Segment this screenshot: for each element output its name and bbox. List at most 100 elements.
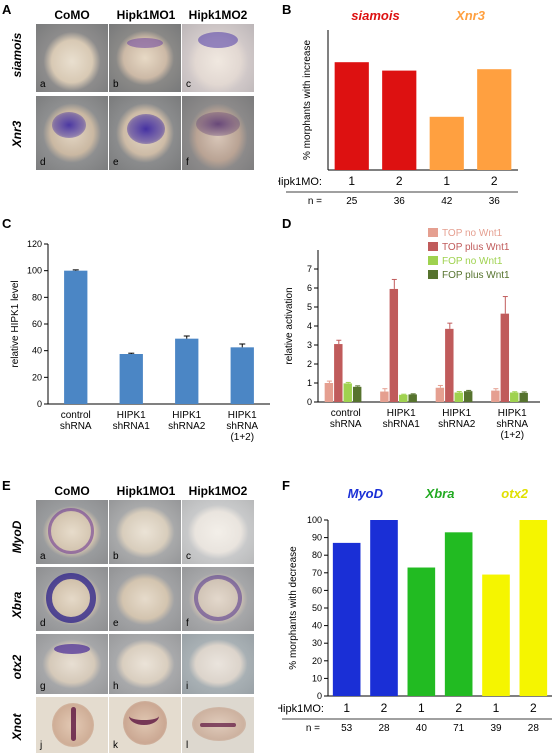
- d-y-tick: 3: [307, 340, 312, 350]
- panel-e-sublabel-c: c: [186, 551, 191, 562]
- panel-a-embryo-image-d: d: [36, 96, 108, 170]
- f-x-tick: 2: [455, 701, 462, 715]
- panel-a-row-siamois: siamois: [10, 32, 24, 78]
- b-n-value: 36: [489, 196, 501, 207]
- c-bar: [230, 347, 254, 404]
- d-bar: [389, 288, 399, 402]
- panel-e-embryo-image-c: c: [182, 500, 254, 564]
- b-x-tick: 1: [348, 174, 355, 188]
- panel-a-sublabel-e: e: [113, 157, 119, 168]
- d-bar: [445, 328, 454, 402]
- f-x-tick: 1: [493, 701, 500, 715]
- panel-e-embryo-image-g: g: [36, 634, 108, 694]
- panel-e-letter: E: [2, 478, 11, 493]
- panel-a-sublabel-d: d: [40, 157, 46, 168]
- f-y-tick: 100: [307, 515, 322, 525]
- c-x-tick: (1+2): [230, 432, 254, 443]
- d-y-tick: 0: [307, 397, 312, 407]
- f-y-tick: 20: [312, 656, 322, 666]
- b-n-value: 36: [394, 196, 406, 207]
- c-x-tick: HIPK1: [228, 410, 257, 421]
- d-bar: [435, 387, 445, 402]
- f-n-value: 28: [528, 723, 540, 734]
- panel-a-embryo-image-e: e: [109, 96, 181, 170]
- d-bar: [454, 392, 463, 402]
- panel-e-embryo-image-k: k: [109, 697, 181, 753]
- c-x-tick: shRNA2: [168, 421, 206, 432]
- c-y-tick: 120: [27, 239, 42, 249]
- d-bar: [510, 392, 519, 402]
- c-x-tick: HIPK1: [117, 410, 146, 421]
- d-x-tick: shRNA: [496, 419, 528, 430]
- f-y-tick: 40: [312, 621, 322, 631]
- panel-a-col-como: CoMO: [54, 8, 90, 22]
- d-legend-label: FOP no Wnt1: [442, 256, 503, 267]
- panel-a-embryo-image-a: a: [36, 24, 108, 92]
- f-y-tick: 50: [312, 603, 322, 613]
- d-bar: [343, 383, 352, 402]
- c-bar: [175, 338, 199, 404]
- f-bar: [407, 567, 436, 696]
- c-x-tick: shRNA1: [113, 421, 151, 432]
- f-n-value: 40: [416, 723, 428, 734]
- panel-b-chart: % morphants with increase 1 25 2 36 1 42 2 36 sia…: [278, 8, 518, 207]
- panel-a-row-xnr3: Xnr3: [10, 120, 24, 148]
- f-bar: [444, 532, 473, 696]
- panel-a-col-hipk1mo1: Hipk1MO1: [116, 8, 176, 22]
- panel-a-col-hipk1mo2: Hipk1MO2: [188, 8, 248, 22]
- f-y-tick: 0: [317, 691, 322, 701]
- d-bar: [380, 391, 389, 402]
- f-group-label: otx2: [501, 486, 528, 501]
- f-x-tick: 2: [381, 701, 388, 715]
- c-y-tick: 100: [27, 266, 42, 276]
- d-x-tick: control: [331, 408, 361, 419]
- panel-e-sublabel-l: l: [186, 740, 189, 751]
- f-y-tick: 10: [312, 673, 322, 683]
- d-legend-label: TOP plus Wnt1: [442, 242, 510, 253]
- c-y-tick: 80: [32, 292, 42, 302]
- b-x-tick: 1: [443, 174, 450, 188]
- d-x-tick: HIPK1: [387, 408, 416, 419]
- panel-e-sublabel-h: h: [113, 681, 119, 692]
- d-bar: [491, 390, 500, 402]
- b-y-label: % morphants with increase: [302, 40, 313, 160]
- panel-e-col-como: CoMO: [54, 484, 90, 498]
- d-legend-swatch: [428, 242, 438, 251]
- panel-e-embryo-image-j: j: [36, 697, 108, 753]
- b-n-label: n =: [308, 196, 322, 207]
- f-y-tick: 60: [312, 585, 322, 595]
- c-y-tick: 20: [32, 372, 42, 382]
- panel-e-sublabel-j: j: [40, 740, 43, 751]
- d-bar: [324, 383, 334, 402]
- panel-a-embryo-image-c: c: [182, 24, 254, 92]
- b-bar: [382, 70, 417, 170]
- panel-e-sublabel-k: k: [113, 740, 118, 751]
- panel-f-letter: F: [282, 478, 290, 493]
- f-bar: [519, 520, 548, 696]
- d-y-tick: 5: [307, 302, 312, 312]
- d-legend-swatch: [428, 270, 438, 279]
- panel-e-row-xbra: Xbra: [10, 591, 24, 619]
- panel-e-sublabel-g: g: [40, 681, 46, 692]
- d-bar: [352, 386, 362, 402]
- d-bar: [463, 391, 473, 402]
- f-n-value: 39: [490, 723, 502, 734]
- panel-d-letter: D: [282, 216, 292, 231]
- panel-f-chart: 0 10 20 30 40 50 60 70 80 90 100 % morphants with d…: [278, 486, 552, 734]
- f-y-tick: 30: [312, 638, 322, 648]
- d-x-tick: shRNA: [330, 419, 362, 430]
- d-y-tick: 7: [307, 264, 312, 274]
- panel-e-row-myod: MyoD: [10, 520, 24, 554]
- d-bar: [408, 394, 417, 402]
- panel-c-letter: C: [2, 216, 12, 231]
- panel-a-sublabel-c: c: [186, 79, 191, 90]
- panel-e-sublabel-a: a: [40, 551, 46, 562]
- panel-e-sublabel-e: e: [113, 618, 119, 629]
- d-y-tick: 4: [307, 321, 312, 331]
- f-x-tick: 1: [343, 701, 350, 715]
- b-x-tick: 2: [396, 174, 403, 188]
- panel-a-letter: A: [2, 2, 12, 17]
- d-x-tick: shRNA2: [438, 419, 476, 430]
- b-x-tick: 2: [491, 174, 498, 188]
- panel-e-row-xnot: Xnot: [10, 713, 24, 741]
